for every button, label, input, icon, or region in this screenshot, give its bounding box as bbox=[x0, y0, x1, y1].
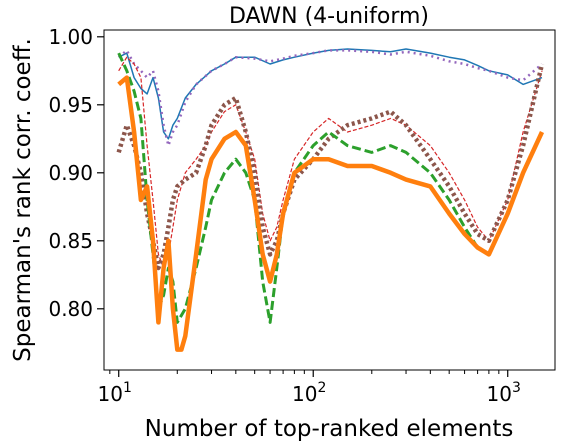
series-line-3 bbox=[118, 56, 543, 269]
y-tick-label: 0.90 bbox=[48, 161, 93, 185]
series-line-5 bbox=[117, 52, 544, 324]
series-line-6 bbox=[117, 75, 545, 352]
y-axis: 0.80 0.85 0.90 0.95 1.00 bbox=[48, 25, 104, 321]
series-line-1 bbox=[118, 48, 543, 140]
y-axis-label: Spearman's rank corr. coeff. bbox=[10, 38, 36, 362]
x-tick-label: 101 bbox=[98, 380, 132, 406]
x-axis: 101 102 103 bbox=[98, 370, 521, 406]
y-tick-label: 0.80 bbox=[48, 297, 93, 321]
x-tick-label: 103 bbox=[487, 380, 521, 406]
series-line-2 bbox=[117, 49, 543, 147]
series-layer bbox=[116, 48, 545, 352]
y-tick-label: 1.00 bbox=[48, 25, 93, 49]
x-tick-label: 102 bbox=[292, 380, 326, 406]
chart-title: DAWN (4-uniform) bbox=[229, 4, 429, 29]
y-tick-label: 0.85 bbox=[48, 229, 93, 253]
series-line-4 bbox=[116, 63, 545, 271]
y-tick-label: 0.95 bbox=[48, 93, 93, 117]
plot-frame bbox=[103, 29, 556, 371]
x-axis-label: Number of top-ranked elements bbox=[145, 416, 514, 442]
